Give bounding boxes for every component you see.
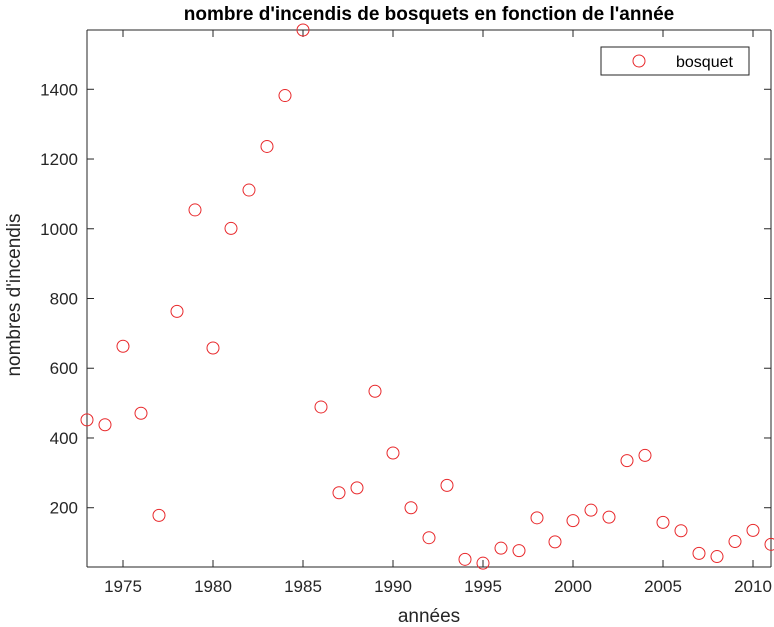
data-point-bosquet — [440, 478, 454, 492]
data-point-bosquet — [260, 139, 274, 153]
data-point-bosquet — [350, 481, 364, 495]
data-point-bosquet — [332, 486, 346, 500]
data-point-bosquet — [386, 446, 400, 460]
x-tick-label: 1995 — [464, 577, 502, 596]
x-tick-label: 2005 — [644, 577, 682, 596]
data-point-bosquet — [314, 400, 328, 414]
data-point-bosquet — [566, 514, 580, 528]
legend-box — [600, 46, 750, 76]
x-axis-label: années — [398, 606, 460, 627]
y-tick-label: 600 — [50, 359, 78, 378]
chart-title: nombre d'incendis de bosquets en fonctio… — [184, 4, 674, 25]
data-point-bosquet — [116, 339, 130, 353]
data-point-bosquet — [206, 341, 220, 355]
y-tick-label: 1200 — [40, 150, 78, 169]
data-point-bosquet — [170, 304, 184, 318]
data-point-bosquet — [368, 384, 382, 398]
x-tick-label: 1980 — [194, 577, 232, 596]
y-tick-label: 200 — [50, 499, 78, 518]
data-points — [80, 23, 774, 570]
data-point-bosquet — [188, 203, 202, 217]
data-point-bosquet — [602, 510, 616, 524]
y-tick-label: 1000 — [40, 220, 78, 239]
y-tick-label: 800 — [50, 290, 78, 309]
legend-label-bosquet: bosquet — [676, 54, 733, 71]
plot-area — [87, 30, 771, 567]
data-point-bosquet — [512, 544, 526, 558]
y-tick-label: 1400 — [40, 80, 78, 99]
y-tick-label: 400 — [50, 429, 78, 448]
data-point-bosquet — [494, 541, 508, 555]
x-tick-label: 2000 — [554, 577, 592, 596]
data-point-bosquet — [242, 183, 256, 197]
x-tick-label: 2010 — [734, 577, 772, 596]
data-point-bosquet — [728, 535, 742, 549]
data-point-bosquet — [422, 531, 436, 545]
data-point-bosquet — [710, 550, 724, 564]
y-axis-ticks: 200 400 600 800 1000 1200 1400 — [40, 80, 771, 518]
data-point-bosquet — [458, 552, 472, 566]
data-point-bosquet — [620, 454, 634, 468]
data-point-bosquet — [746, 523, 760, 537]
data-point-bosquet — [80, 413, 94, 427]
legend-marker-bosquet — [632, 54, 646, 68]
data-point-bosquet — [404, 501, 418, 515]
data-point-bosquet — [764, 537, 774, 551]
data-point-bosquet — [152, 508, 166, 522]
x-tick-label: 1985 — [284, 577, 322, 596]
x-tick-label: 1975 — [104, 577, 142, 596]
data-point-bosquet — [224, 221, 238, 235]
x-axis-ticks: 1975 1980 1985 1990 1995 2000 2005 2010 — [104, 30, 772, 596]
data-point-bosquet — [692, 546, 706, 560]
x-tick-label: 1990 — [374, 577, 412, 596]
data-point-bosquet — [134, 406, 148, 420]
data-point-bosquet — [584, 503, 598, 517]
data-point-bosquet — [674, 524, 688, 538]
data-point-bosquet — [548, 535, 562, 549]
data-point-bosquet — [98, 418, 112, 432]
data-point-bosquet — [530, 511, 544, 525]
data-point-bosquet — [278, 89, 292, 103]
y-axis-label: nombres d'incendis — [4, 213, 25, 376]
data-point-bosquet — [656, 515, 670, 529]
data-point-bosquet — [296, 23, 310, 37]
legend: bosquet — [600, 46, 750, 76]
data-point-bosquet — [638, 448, 652, 462]
data-point-bosquet — [476, 556, 490, 570]
